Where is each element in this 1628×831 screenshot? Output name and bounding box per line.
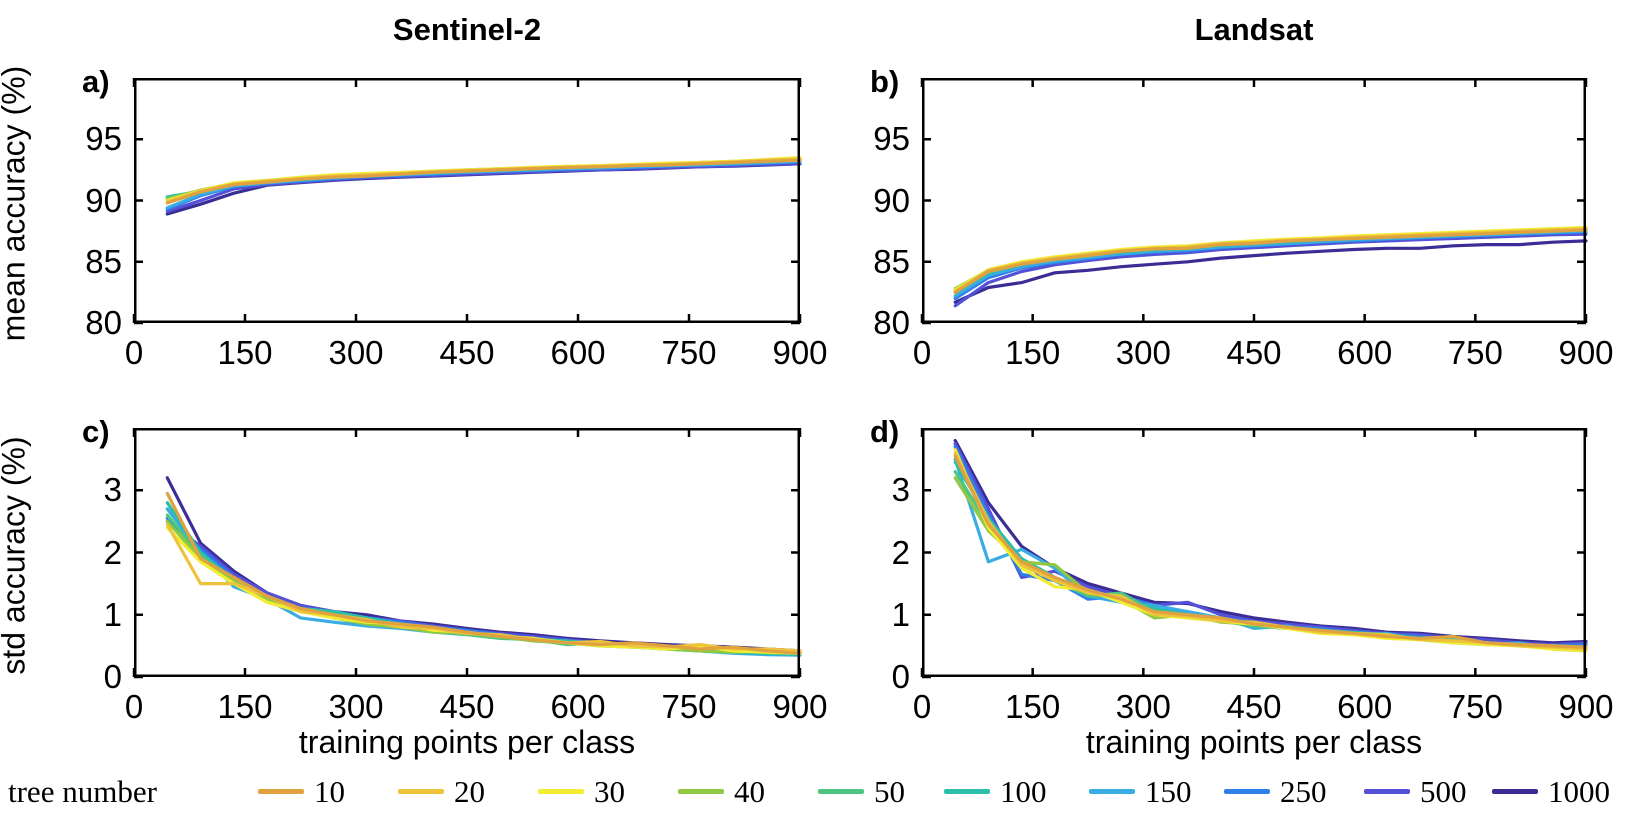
- plot-c-xtick-label: 150: [217, 688, 273, 725]
- plot-c-frame: [134, 428, 800, 677]
- plot-b-ytick-label: 90: [873, 181, 910, 219]
- plot-d-panel-label: d): [870, 414, 900, 449]
- legend-line-swatch: [1089, 789, 1135, 794]
- plot-d-line-250: [953, 445, 1588, 648]
- plot-c-panel-label: c): [82, 414, 110, 449]
- plot-a-ylabel: mean accuracy (%): [0, 65, 32, 341]
- plot-b-ytick-label: 95: [873, 120, 910, 158]
- plot-d-ytick-label: 1: [891, 595, 910, 633]
- legend-item-label: 10: [314, 774, 345, 809]
- plot-a-canvas: [132, 78, 802, 325]
- plot-a-ytick-label: 80: [85, 304, 122, 341]
- plot-b-xtick-label: 450: [1226, 334, 1282, 371]
- plot-c-ytick-label: 3: [103, 471, 122, 509]
- plot-a-panel-label: a): [82, 64, 110, 99]
- legend-line-swatch: [258, 789, 304, 794]
- plot-d-xtick-label: 600: [1337, 688, 1393, 725]
- plot-a-line-10: [165, 158, 802, 205]
- plot-d-line-10: [953, 454, 1588, 649]
- plot-b-xtick-label: 750: [1447, 334, 1503, 371]
- plot-c-ylabel: std accuracy (%): [0, 435, 32, 675]
- plot-d-xlabel: training points per class: [1085, 724, 1423, 760]
- legend-title: tree number: [8, 774, 157, 809]
- legend-line-swatch: [1492, 789, 1538, 794]
- plot-b-xtick-label: 0: [912, 334, 932, 371]
- plot-b-title: Landsat: [1194, 12, 1314, 47]
- plot-a-xtick-label: 300: [328, 334, 384, 371]
- plot-a-ytick-label: 90: [85, 181, 122, 219]
- plot-a-ytick-label: 85: [85, 242, 122, 280]
- plot-d-xtick-label: 0: [912, 688, 932, 725]
- plot-b-xtick-label: 300: [1115, 334, 1171, 371]
- plot-b-line-500: [953, 232, 1588, 308]
- plot-a-xtick-label: 150: [217, 334, 273, 371]
- plot-d-line-1000: [953, 438, 1588, 645]
- legend-line-swatch: [538, 789, 584, 794]
- plot-c-xlabel: training points per class: [298, 724, 636, 760]
- legend: tree number 10 20 30 40 50 100 150 250 500 1000: [0, 768, 1628, 818]
- plot-d-xtick-label: 450: [1226, 688, 1282, 725]
- plot-c-xtick-label: 450: [439, 688, 495, 725]
- legend-item-label: 20: [454, 774, 485, 809]
- plot-c-xtick-label: 900: [772, 688, 828, 725]
- plot-b-panel-label: b): [870, 64, 900, 99]
- legend-line-swatch: [1224, 789, 1270, 794]
- legend-item-label: 1000: [1548, 774, 1610, 809]
- plot-d-xtick-label: 750: [1447, 688, 1503, 725]
- legend-item-label: 30: [594, 774, 625, 809]
- legend-item-label: 50: [874, 774, 905, 809]
- plot-a-xtick-label: 900: [772, 334, 828, 371]
- plot-d-xtick-label: 150: [1005, 688, 1061, 725]
- plot-c-xtick-label: 600: [550, 688, 606, 725]
- plot-b-xtick-label: 150: [1005, 334, 1061, 371]
- plot-b-ytick-label: 85: [873, 242, 910, 280]
- plot-c-ytick-label: 1: [103, 595, 122, 633]
- plot-a-xtick-label: 750: [661, 334, 717, 371]
- legend-item-label: 250: [1280, 774, 1327, 809]
- plot-d-ytick-label: 0: [891, 658, 910, 695]
- legend-item-label: 40: [734, 774, 765, 809]
- plot-b-xtick-label: 900: [1558, 334, 1614, 371]
- legend-item-label: 150: [1145, 774, 1192, 809]
- plot-c-xtick-label: 750: [661, 688, 717, 725]
- legend-line-swatch: [944, 789, 990, 794]
- plot-d-ytick-label: 2: [891, 533, 910, 571]
- plot-c-line-1000: [165, 476, 802, 653]
- plot-b-canvas: [920, 78, 1588, 325]
- plot-b-frame: [922, 78, 1586, 323]
- plot-d-xtick-label: 900: [1558, 688, 1614, 725]
- plot-a-xtick-label: 0: [124, 334, 144, 371]
- plot-a-xtick-label: 450: [439, 334, 495, 371]
- plot-c-canvas: [132, 428, 802, 679]
- legend-item-label: 500: [1420, 774, 1467, 809]
- plot-b-ytick-label: 80: [873, 304, 910, 341]
- legend-line-swatch: [1364, 789, 1410, 794]
- plot-a-xtick-label: 600: [550, 334, 606, 371]
- plot-c-ytick-label: 2: [103, 533, 122, 571]
- plot-d-canvas: [920, 428, 1588, 679]
- legend-line-swatch: [818, 789, 864, 794]
- plot-c-xtick-label: 0: [124, 688, 144, 725]
- plot-b-line-1000: [953, 239, 1588, 304]
- plot-b-line-10: [953, 228, 1588, 294]
- plot-c-xtick-label: 300: [328, 688, 384, 725]
- legend-line-swatch: [678, 789, 724, 794]
- legend-item-label: 100: [1000, 774, 1047, 809]
- plot-d-ytick-label: 3: [891, 471, 910, 509]
- legend-line-swatch: [398, 789, 444, 794]
- plot-b-xtick-label: 600: [1337, 334, 1393, 371]
- plot-a-title: Sentinel-2: [392, 12, 542, 47]
- plot-c-ytick-label: 0: [103, 658, 122, 695]
- plot-d-line-500: [953, 442, 1588, 647]
- plot-c-line-10: [165, 491, 802, 655]
- plot-a-frame: [134, 78, 800, 323]
- plot-d-xtick-label: 300: [1115, 688, 1171, 725]
- plot-a-ytick-label: 95: [85, 120, 122, 158]
- plot-d-frame: [922, 428, 1586, 677]
